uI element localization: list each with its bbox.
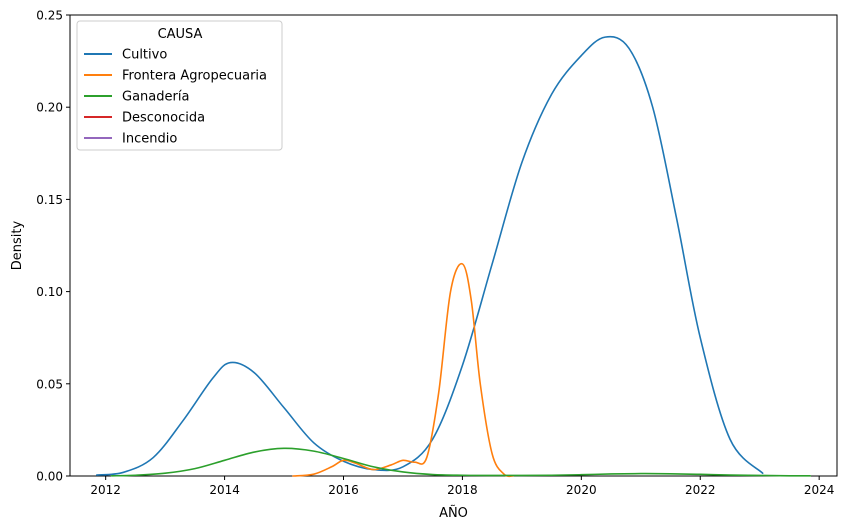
x-tick-label: 2022	[685, 483, 716, 497]
y-tick-label: 0.25	[36, 9, 63, 23]
y-tick-label: 0.00	[36, 470, 63, 484]
legend-item-incendio: Incendio	[84, 132, 177, 147]
series-curves	[95, 35, 812, 478]
legend-label: Desconocida	[122, 111, 205, 126]
y-tick-label: 0.05	[36, 377, 63, 391]
x-axis-ticks: 2012 2014 2016 2018 2020 2022 2024	[90, 476, 834, 497]
y-tick-label: 0.20	[36, 101, 63, 115]
legend-title: CAUSA	[158, 27, 203, 42]
legend-box	[76, 20, 283, 151]
legend-label: Ganadería	[122, 90, 189, 105]
y-tick-label: 0.10	[36, 285, 63, 299]
legend-items: Cultivo Frontera Agropecuaria Ganadería Des…	[84, 48, 267, 147]
x-tick-label: 2014	[209, 483, 240, 497]
legend-item-desconocida: Desconocida	[84, 111, 205, 126]
legend-label: Frontera Agropecuaria	[122, 69, 267, 84]
x-tick-label: 2012	[90, 483, 121, 497]
legend-label: Cultivo	[122, 48, 167, 63]
series-line-frontera-agropecuaria	[292, 263, 514, 478]
y-axis-label: Density	[10, 220, 25, 270]
legend-item-cultivo: Cultivo	[84, 48, 167, 63]
y-tick-label: 0.15	[36, 193, 63, 207]
x-axis-label: AÑO	[439, 505, 468, 521]
x-tick-label: 2018	[447, 483, 478, 497]
legend-item-frontera-agropecuaria: Frontera Agropecuaria	[84, 69, 267, 84]
legend-item-ganaderia: Ganadería	[84, 90, 189, 105]
x-tick-label: 2020	[566, 483, 597, 497]
plot-area-frame	[69, 14, 838, 477]
legend-label: Incendio	[122, 132, 177, 147]
x-tick-label: 2024	[804, 483, 835, 497]
legend: CAUSA Cultivo Frontera Agropecuaria Ganade…	[76, 20, 283, 151]
series-line-cultivo	[95, 35, 764, 476]
series-line-ganaderia	[110, 447, 812, 477]
x-tick-label: 2016	[328, 483, 359, 497]
y-axis-ticks: 0.00 0.05 0.10 0.15 0.20 0.25	[36, 9, 70, 484]
